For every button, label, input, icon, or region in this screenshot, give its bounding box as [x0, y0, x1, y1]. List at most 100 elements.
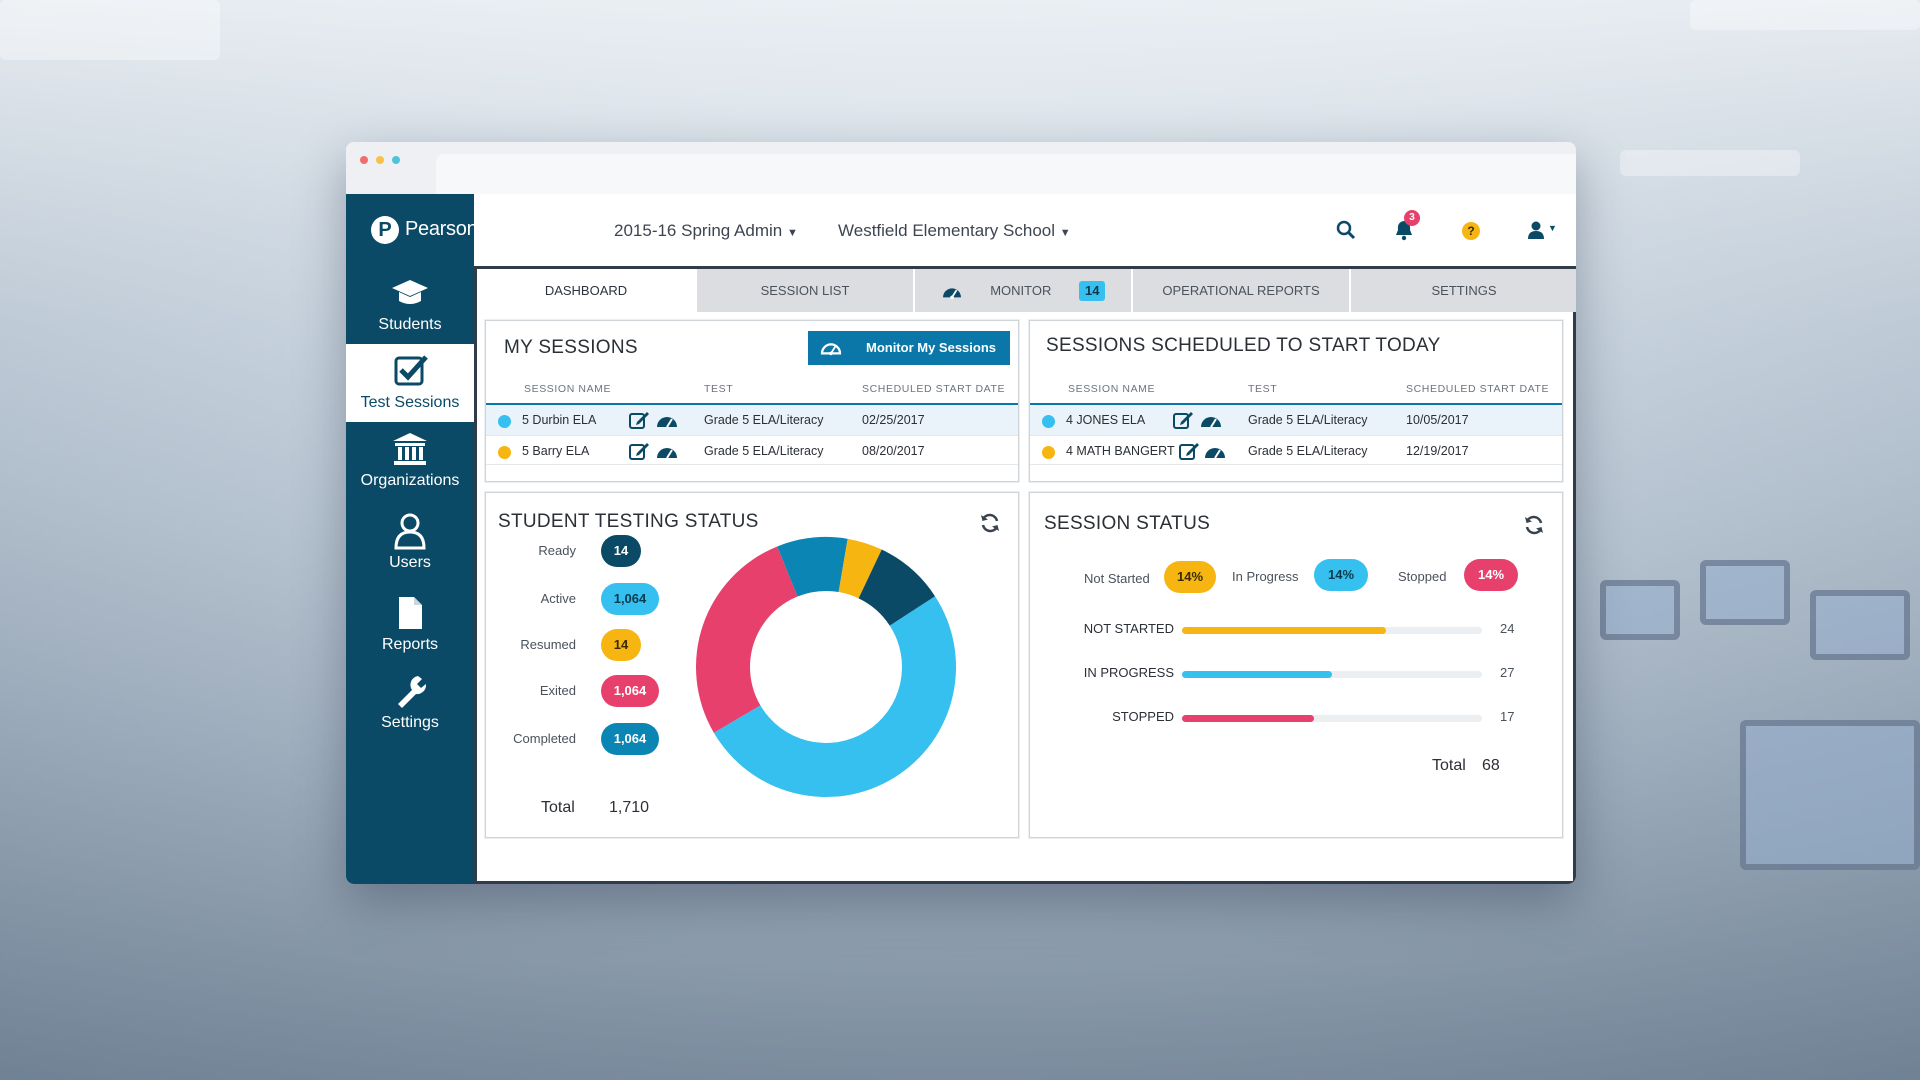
session-date: 10/05/2017 — [1406, 413, 1469, 427]
tab-monitor-label: MONITOR — [990, 283, 1052, 298]
bar-count: 24 — [1500, 621, 1515, 636]
donut-slice-resumed[interactable] — [838, 538, 882, 599]
table-row[interactable]: 4 MATH BANGERT Grade 5 ELA/Literacy 12/1… — [1030, 435, 1562, 465]
notification-count-badge: 3 — [1404, 210, 1420, 226]
table-row[interactable]: 5 Barry ELA Grade 5 ELA/Literacy 08/20/2… — [486, 435, 1018, 465]
tab-dashboard[interactable]: DASHBOARD — [477, 269, 695, 312]
status-dot — [1042, 415, 1055, 428]
refresh-icon[interactable] — [978, 511, 1002, 535]
session-status-card: SESSION STATUS Not Started 14% In Progre… — [1029, 492, 1563, 838]
maximize-dot[interactable] — [392, 156, 400, 164]
session-date: 12/19/2017 — [1406, 444, 1469, 458]
chevron-down-icon: ▼ — [1548, 223, 1557, 233]
sidebar-item-students[interactable]: Students — [346, 266, 474, 344]
student-testing-status-card: STUDENT TESTING STATUS Ready 14 Active 1,06… — [485, 492, 1019, 838]
legend-label: Not Started — [1084, 571, 1150, 586]
sidebar-item-label: Settings — [381, 714, 439, 731]
status-badge: 14% — [1164, 561, 1216, 593]
help-icon[interactable]: ? — [1462, 222, 1480, 240]
status-label: Resumed — [520, 637, 576, 652]
gauge-icon[interactable] — [656, 410, 678, 430]
tab-monitor[interactable]: MONITOR 14 — [913, 269, 1131, 312]
table-row[interactable]: 5 Durbin ELA Grade 5 ELA/Literacy 02/25/… — [486, 405, 1018, 435]
refresh-icon[interactable] — [1522, 513, 1546, 537]
session-test: Grade 5 ELA/Literacy — [1248, 413, 1368, 427]
donut-slice-active[interactable] — [713, 596, 956, 797]
bar-label: IN PROGRESS — [1083, 665, 1174, 680]
card-title: SESSIONS SCHEDULED TO START TODAY — [1046, 335, 1441, 356]
sidebar-item-label: Students — [378, 316, 442, 333]
my-sessions-card: MY SESSIONS Monitor My Sessions SESSION … — [485, 320, 1019, 482]
ceiling-light — [1620, 150, 1800, 176]
sidebar-item-test-sessions[interactable]: Test Sessions — [346, 344, 474, 422]
pearson-logo-icon: P — [371, 216, 399, 244]
checkbox-icon — [394, 355, 428, 386]
sidebar-item-reports[interactable]: Reports — [346, 586, 474, 664]
sidebar-item-organizations[interactable]: Organizations — [346, 422, 474, 500]
donut-slice-exited[interactable] — [696, 546, 798, 733]
status-count-badge: 14 — [601, 535, 641, 567]
edit-icon[interactable] — [628, 441, 650, 461]
session-test: Grade 5 ELA/Literacy — [1248, 444, 1368, 458]
bar-count: 27 — [1500, 665, 1515, 680]
close-dot[interactable] — [360, 156, 368, 164]
sidebar-item-label: Organizations — [360, 472, 460, 489]
sidebar-item-settings[interactable]: Settings — [346, 664, 474, 742]
session-date: 02/25/2017 — [862, 413, 925, 427]
edit-icon[interactable] — [1178, 441, 1200, 461]
document-icon — [399, 597, 422, 629]
bar-track — [1182, 671, 1482, 678]
gauge-icon[interactable] — [656, 441, 678, 461]
chevron-down-icon: ▼ — [1059, 227, 1071, 239]
graduation-cap-icon — [392, 280, 428, 304]
tab-bar: DASHBOARD SESSION LIST MONITOR 14 OPERAT… — [477, 266, 1576, 312]
header-divider — [486, 403, 1018, 405]
bar-fill — [1182, 627, 1386, 634]
column-header: SCHEDULED START DATE — [862, 383, 1006, 395]
ceiling-light — [1690, 0, 1920, 30]
status-label: Active — [540, 591, 576, 606]
edit-icon[interactable] — [1172, 410, 1194, 430]
session-name: 4 JONES ELA — [1066, 413, 1146, 427]
minimize-dot[interactable] — [376, 156, 384, 164]
session-test: Grade 5 ELA/Literacy — [704, 413, 824, 427]
bar-fill — [1182, 671, 1332, 678]
gauge-icon[interactable] — [1200, 410, 1222, 430]
edit-icon[interactable] — [628, 410, 650, 430]
donut-slice-ready[interactable] — [858, 549, 936, 626]
column-header: TEST — [704, 383, 734, 395]
status-count-badge: 1,064 — [601, 675, 659, 707]
monitor-my-sessions-button[interactable]: Monitor My Sessions — [808, 331, 1010, 365]
gauge-icon — [942, 287, 961, 299]
school-select[interactable]: Westfield Elementary School ▼ — [838, 221, 1071, 241]
browser-tab[interactable] — [436, 154, 1576, 194]
tab-settings[interactable]: SETTINGS — [1349, 269, 1576, 312]
status-dot — [1042, 446, 1055, 459]
total-value: 68 — [1482, 757, 1500, 774]
status-badge: 14% — [1464, 559, 1518, 591]
user-menu[interactable]: ▼ — [1526, 220, 1560, 242]
background-monitor — [1700, 560, 1790, 625]
admin-select-value: 2015-16 Spring Admin — [614, 221, 783, 240]
status-dot — [498, 446, 511, 459]
total-value: 1,710 — [609, 799, 650, 816]
admin-select[interactable]: 2015-16 Spring Admin ▼ — [614, 221, 798, 241]
card-title: STUDENT TESTING STATUS — [498, 511, 759, 532]
card-title: MY SESSIONS — [504, 337, 638, 358]
legend-label: Stopped — [1398, 569, 1447, 584]
header-divider — [1030, 403, 1562, 405]
gauge-icon[interactable] — [1204, 441, 1226, 461]
bar-label: NOT STARTED — [1083, 621, 1174, 636]
table-row[interactable]: 4 JONES ELA Grade 5 ELA/Literacy 10/05/2… — [1030, 405, 1562, 435]
tab-operational-reports[interactable]: OPERATIONAL REPORTS — [1131, 269, 1349, 312]
session-date: 08/20/2017 — [862, 444, 925, 458]
donut-slice-completed[interactable] — [777, 537, 848, 597]
institution-icon — [393, 433, 427, 465]
status-count-badge: 14 — [601, 629, 641, 661]
notifications-button[interactable]: 3 — [1392, 210, 1420, 244]
tab-session-list[interactable]: SESSION LIST — [695, 269, 913, 312]
total-label: Total — [541, 799, 575, 816]
sidebar-item-users[interactable]: Users — [346, 504, 474, 582]
search-icon[interactable] — [1334, 218, 1358, 242]
session-test: Grade 5 ELA/Literacy — [704, 444, 824, 458]
